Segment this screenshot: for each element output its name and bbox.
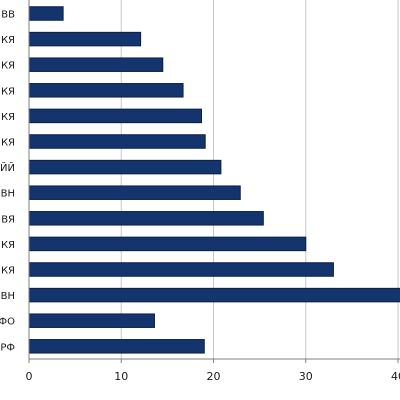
category-label: КЯ [1, 138, 15, 149]
bar [28, 262, 334, 277]
category-label: ВЯ [1, 214, 15, 225]
x-tick-label: 30 [299, 370, 313, 383]
x-tick-label: 10 [114, 370, 128, 383]
x-tick-label: 20 [207, 370, 221, 383]
x-tick-label: 40 [391, 370, 400, 383]
tick-labels: 0 10 20 30 40 [26, 370, 400, 383]
category-label: КЯ [1, 266, 15, 277]
category-label: ВН [1, 291, 15, 302]
category-label: ВН [1, 189, 15, 200]
bar [28, 31, 142, 47]
category-labels: ВВ КЯ КЯ КЯ КЯ КЯ ЙЙ ВН ВЯ КЯ КЯ ВН ФО РФ [0, 10, 15, 354]
bar [28, 108, 203, 124]
bar [28, 339, 205, 354]
bar [28, 6, 64, 21]
bar [28, 134, 206, 149]
category-label: ФО [0, 317, 15, 328]
bar [28, 57, 164, 72]
category-label: КЯ [1, 112, 15, 123]
bar [28, 211, 264, 226]
bar [28, 236, 307, 252]
category-label: ВВ [1, 10, 15, 21]
bar [28, 185, 241, 200]
bars [28, 6, 400, 354]
axes [28, 0, 400, 363]
category-label: КЯ [1, 35, 15, 46]
bar [28, 159, 222, 175]
category-label: РФ [0, 342, 15, 353]
bar [28, 83, 184, 98]
bar [28, 313, 155, 328]
category-label: КЯ [1, 86, 15, 97]
category-label: КЯ [1, 240, 15, 251]
category-label: КЯ [1, 61, 15, 72]
x-tick-label: 0 [26, 370, 33, 383]
bar [28, 287, 400, 303]
category-label: ЙЙ [0, 161, 15, 174]
